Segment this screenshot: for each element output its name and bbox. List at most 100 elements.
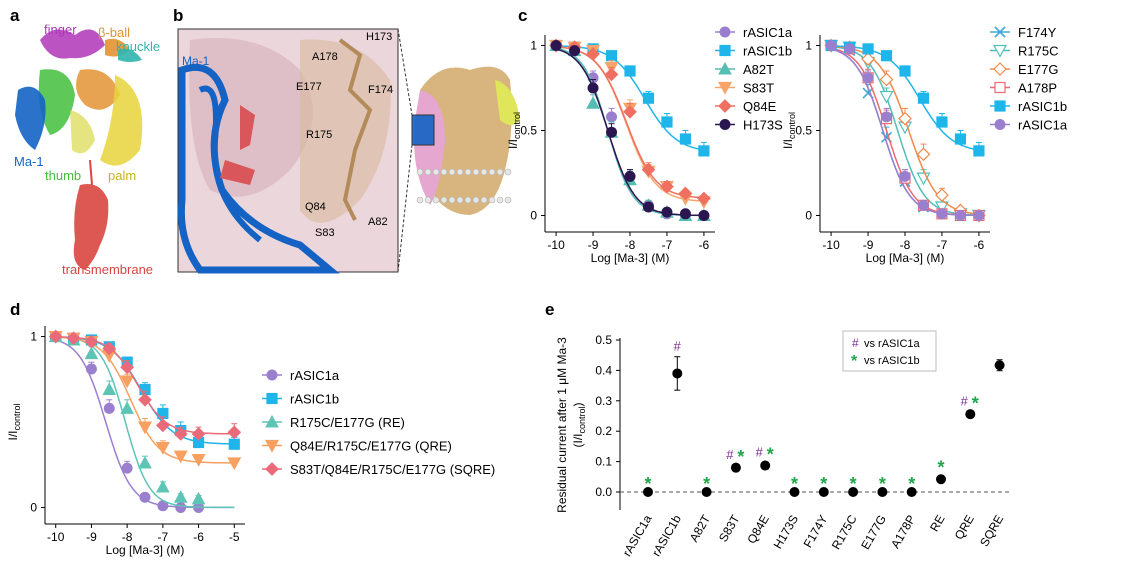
data-point xyxy=(916,147,931,162)
panel-letter-a: a xyxy=(10,6,20,25)
y-tick-label: 0 xyxy=(30,500,37,514)
residue-q84: Q84 xyxy=(305,201,326,213)
chart-e: 0.0 0.1 0.2 0.3 0.4 0.5 Residual current after… xyxy=(555,330,1010,559)
data-point xyxy=(641,162,656,177)
y-tick-label: 1 xyxy=(805,39,812,53)
legend-label: S83T xyxy=(743,81,774,96)
legend-label: S83T/Q84E/R175C/E177G (SQRE) xyxy=(290,462,495,477)
data-point xyxy=(586,96,600,109)
data-point xyxy=(899,170,911,182)
legend-marker xyxy=(266,369,278,381)
y-tick-label: 0.1 xyxy=(595,455,612,469)
fit-curve-R175C xyxy=(831,45,979,216)
x-tick-label: -8 xyxy=(900,238,911,252)
hash-marker: # xyxy=(961,394,969,409)
x-tick-label: -7 xyxy=(937,238,948,252)
residue-s83: S83 xyxy=(315,227,335,239)
legend-marker xyxy=(992,44,1008,58)
fit-curve-H173S xyxy=(555,48,704,217)
data-point xyxy=(862,72,874,84)
y-tick-label: 0 xyxy=(805,209,812,223)
data-point xyxy=(661,116,673,128)
x-category-label: F174Y xyxy=(801,513,831,551)
data-point xyxy=(906,487,917,497)
data-point xyxy=(825,40,837,51)
y-axis-label-2: (I/Icontrol) xyxy=(571,402,587,447)
data-point xyxy=(917,199,929,211)
legend-label: rASIC1b xyxy=(1018,99,1067,114)
star-marker: * xyxy=(791,474,798,494)
star-marker: * xyxy=(850,474,857,494)
data-point xyxy=(899,65,911,77)
legend-label: R175C xyxy=(1018,44,1058,59)
data-point xyxy=(701,487,712,497)
data-point xyxy=(120,401,134,414)
data-point xyxy=(173,490,188,503)
residue-h173: H173 xyxy=(366,31,393,43)
label-ma1-b: Ma-1 xyxy=(182,54,210,68)
data-point xyxy=(698,210,710,221)
data-point xyxy=(898,111,912,126)
data-point xyxy=(606,111,618,123)
star-marker: * xyxy=(703,474,710,494)
data-point xyxy=(191,427,206,441)
star-marker: * xyxy=(879,474,886,494)
legend-marker xyxy=(993,62,1007,76)
data-point xyxy=(848,487,859,497)
x-tick-label: -9 xyxy=(588,238,599,252)
label-beta-ball: β-ball xyxy=(98,25,131,40)
legend-marker xyxy=(717,81,733,95)
legend-marker xyxy=(994,100,1006,112)
star-marker: * xyxy=(972,394,979,414)
legend-label: A82T xyxy=(743,62,774,77)
y-tick-label: 0.5 xyxy=(595,333,612,347)
y-tick-label: 0.3 xyxy=(595,394,612,408)
legend-marker xyxy=(719,26,731,38)
x-tick-label: -8 xyxy=(625,238,636,252)
x-category-label: H173S xyxy=(771,513,801,552)
y-axis-label-2-subscript: control xyxy=(577,406,587,433)
x-tick-label: -6 xyxy=(699,238,710,252)
data-point xyxy=(587,82,599,94)
data-point xyxy=(227,457,242,471)
legend-label: rASIC1a xyxy=(1018,118,1068,133)
legend-label: rASIC1b xyxy=(290,392,339,407)
star-marker: * xyxy=(767,445,774,465)
data-point xyxy=(879,90,894,104)
x-tick-label: -5 xyxy=(229,530,240,544)
data-point xyxy=(973,145,985,157)
x-category-label: R175C xyxy=(829,512,860,552)
data-point xyxy=(623,104,637,119)
data-point xyxy=(679,208,691,220)
data-point xyxy=(862,43,874,55)
legend-star-label: vs rASIC1b xyxy=(864,355,920,367)
data-point xyxy=(48,329,63,344)
x-tick-label: -9 xyxy=(86,530,97,544)
data-point xyxy=(137,421,153,435)
chart-d: -10 -9 -8 -7 -6 -5 0 1 Log [Ma-3] (M) I/Icontrol r… xyxy=(6,326,495,557)
hash-marker: # xyxy=(674,339,682,354)
legend-label: R175C/E177G (RE) xyxy=(290,415,405,430)
x-tick-label: -10 xyxy=(822,238,840,252)
x-axis-label: Log [Ma-3] (M) xyxy=(106,543,185,557)
legend-hash-label: vs rASIC1a xyxy=(864,338,921,350)
structure-a-illustration xyxy=(15,29,143,270)
data-point xyxy=(173,427,188,441)
y-axis-label-2-end: ) xyxy=(571,402,585,406)
x-category-label: A178P xyxy=(888,513,918,551)
legend-marker xyxy=(265,462,279,476)
y-tick-label: 0.5 xyxy=(520,124,537,138)
data-point xyxy=(936,208,948,220)
fit-curve-rASIC1a xyxy=(830,48,979,217)
data-point xyxy=(156,479,170,493)
data-point xyxy=(624,65,636,77)
y-tick-label: 0.2 xyxy=(595,424,612,438)
star-marker: * xyxy=(820,474,827,494)
data-point xyxy=(605,50,618,62)
residue-a82: A82 xyxy=(368,216,388,228)
x-tick-label: -10 xyxy=(547,238,565,252)
data-point xyxy=(917,92,930,104)
x-axis-label: Log [Ma-3] (M) xyxy=(591,251,670,265)
hash-marker: # xyxy=(756,445,764,460)
